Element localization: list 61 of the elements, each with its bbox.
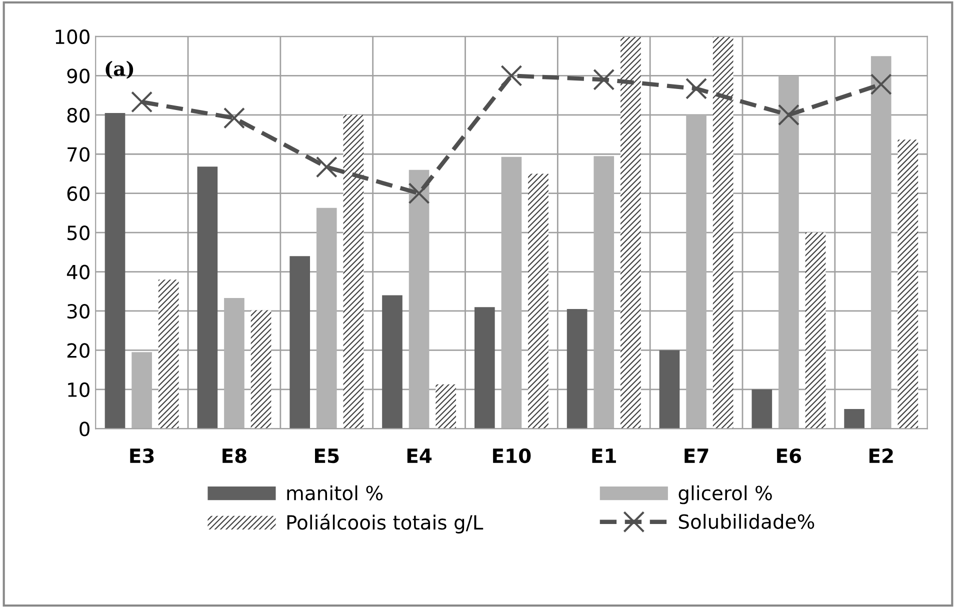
bar: [528, 174, 548, 429]
x-tick-label: E5: [315, 448, 339, 464]
bar: [158, 280, 179, 429]
y-tick-label: 0: [80, 422, 90, 436]
y-tick-label: 50: [67, 226, 90, 240]
point: [686, 78, 708, 100]
bar: [224, 298, 244, 429]
bar: [712, 36, 734, 429]
point: [500, 64, 522, 86]
bar: [844, 409, 864, 429]
bar: [594, 156, 614, 429]
bar: [686, 114, 706, 429]
bar: [620, 36, 641, 429]
bar: [474, 307, 495, 429]
y-tick-label: 60: [67, 186, 90, 202]
annotation: (a): [106, 60, 134, 79]
y-tick-label: 80: [67, 108, 90, 123]
point: [223, 107, 245, 129]
bar: [290, 256, 310, 429]
bar: [132, 352, 152, 429]
x-tick-label: E1: [592, 448, 616, 463]
x-tick-label: E7: [684, 448, 708, 463]
bar: [316, 208, 337, 429]
x-tick-label: E10: [493, 448, 531, 464]
point: [593, 68, 615, 90]
bar: [343, 114, 364, 429]
bar: [250, 310, 272, 429]
bar: [408, 170, 430, 429]
bar: [197, 166, 218, 429]
y-tick-label: 100: [56, 29, 90, 44]
bar: [870, 56, 892, 429]
y-tick-label: 90: [67, 68, 90, 84]
y-tick-label: 40: [66, 264, 90, 280]
y-tick-label: 20: [67, 343, 90, 358]
x-tick-label: E8: [222, 448, 246, 464]
point: [131, 91, 153, 113]
point: [408, 182, 430, 204]
legend-label: glicerol %: [678, 485, 772, 504]
bar: [778, 76, 799, 429]
bar: [898, 140, 918, 429]
x-tick-label: E2: [869, 448, 893, 463]
x-tick-label: E4: [407, 448, 432, 463]
legend-label: Solubilidade%: [678, 514, 814, 529]
x-tick-label: E6: [777, 448, 802, 464]
y-tick-label: 70: [68, 147, 90, 162]
point: [870, 74, 892, 96]
bar: [104, 112, 126, 429]
bar: [805, 232, 826, 429]
bar: [382, 295, 402, 429]
y-tick-label: 10: [68, 382, 90, 398]
point: [316, 156, 338, 178]
point: [778, 104, 800, 126]
bar: [436, 384, 456, 429]
legend-label: manitol %: [287, 485, 383, 500]
bar: [659, 350, 680, 429]
bar: [752, 389, 772, 429]
y-tick-label: 30: [67, 304, 90, 319]
bar: [566, 309, 588, 429]
bar: [501, 156, 522, 429]
x-tick-label: E3: [130, 448, 154, 464]
legend-label: Poliálcoois totais g/L: [287, 514, 484, 534]
